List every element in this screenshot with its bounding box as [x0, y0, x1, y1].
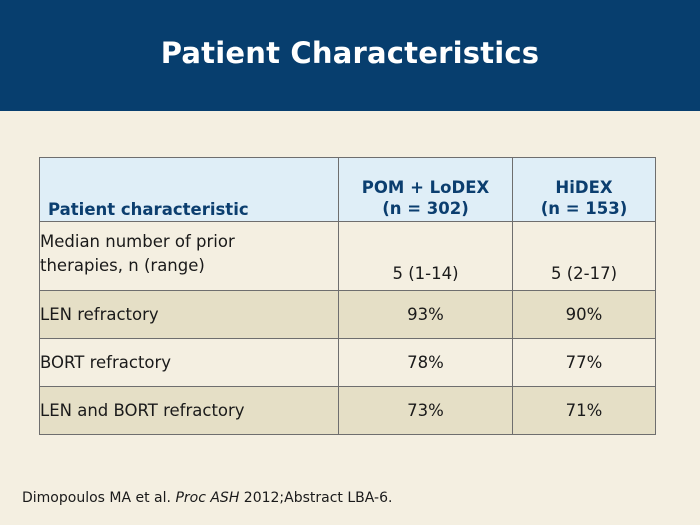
- cell-hidex: 5 (2-17): [512, 221, 656, 291]
- cell-pom-lodex: 78%: [338, 338, 513, 387]
- citation-journal: Proc ASH: [175, 490, 240, 506]
- header-pom-lodex-n: (n = 302): [382, 199, 469, 218]
- patient-characteristics-table: Patient characteristic POM + LoDEX (n = …: [39, 157, 656, 435]
- header-pom-lodex-name: POM + LoDEX: [361, 178, 490, 197]
- table-row: Median number of prior therapies, n (ran…: [39, 221, 656, 291]
- table-header-row: Patient characteristic POM + LoDEX (n = …: [39, 157, 656, 222]
- header-pom-lodex: POM + LoDEX (n = 302): [338, 157, 513, 222]
- cell-pom-lodex: 5 (1-14): [338, 221, 513, 291]
- cell-hidex: 71%: [512, 386, 656, 435]
- title-banner: Patient Characteristics: [0, 0, 700, 111]
- header-hidex: HiDEX (n = 153): [512, 157, 656, 222]
- row-label: LEN refractory: [39, 290, 339, 339]
- row-label: LEN and BORT refractory: [39, 386, 339, 435]
- row-label-line2: therapies, n (range): [40, 256, 205, 275]
- citation-authors: Dimopoulos MA et al.: [22, 490, 176, 506]
- row-label-line1: Median number of prior: [40, 232, 235, 251]
- citation-details: 2012;Abstract LBA-6.: [239, 490, 393, 506]
- cell-pom-lodex: 93%: [338, 290, 513, 339]
- table-row: LEN and BORT refractory 73% 71%: [39, 386, 656, 435]
- table-row: BORT refractory 78% 77%: [39, 338, 656, 387]
- cell-pom-lodex: 73%: [338, 386, 513, 435]
- cell-hidex: 77%: [512, 338, 656, 387]
- header-hidex-name: HiDEX: [555, 178, 613, 197]
- row-label: Median number of prior therapies, n (ran…: [39, 221, 339, 291]
- row-label: BORT refractory: [39, 338, 339, 387]
- citation-footnote: Dimopoulos MA et al. Proc ASH 2012;Abstr…: [22, 490, 392, 506]
- header-patient-characteristic: Patient characteristic: [39, 157, 339, 222]
- cell-hidex: 90%: [512, 290, 656, 339]
- header-hidex-n: (n = 153): [540, 199, 628, 218]
- table-row: LEN refractory 93% 90%: [39, 290, 656, 339]
- slide-title: Patient Characteristics: [160, 36, 540, 70]
